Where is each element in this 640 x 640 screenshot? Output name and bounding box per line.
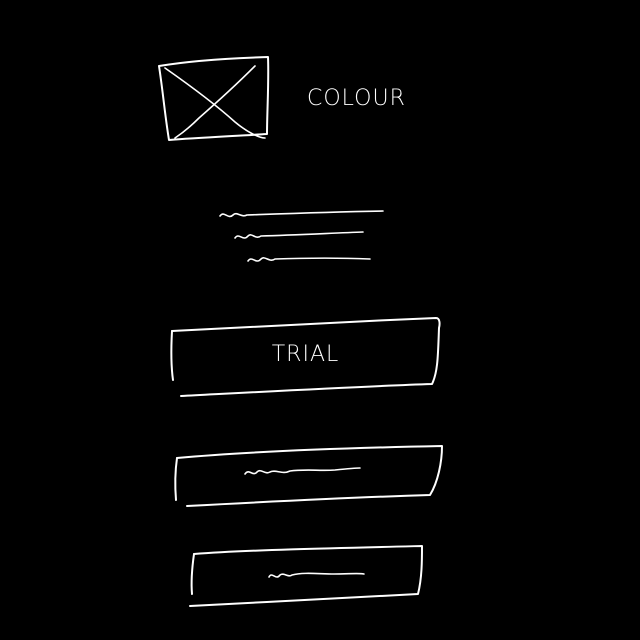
tertiary-button[interactable] — [186, 542, 426, 612]
tertiary-button-placeholder-text — [268, 572, 365, 578]
secondary-button-border — [174, 445, 443, 507]
description-text-block — [215, 205, 390, 270]
description-line-1 — [219, 210, 384, 218]
image-placeholder-icon — [158, 56, 270, 141]
trial-button[interactable]: TRIAL — [168, 314, 443, 400]
image-placeholder — [155, 52, 275, 144]
description-line-3 — [247, 257, 371, 262]
trial-button-label: TRIAL — [271, 341, 340, 367]
secondary-button-placeholder-text — [244, 467, 361, 475]
colour-label: COLOUR — [307, 86, 406, 111]
description-line-2 — [234, 231, 364, 239]
secondary-button[interactable] — [172, 442, 447, 512]
trial-button-border — [170, 317, 441, 397]
tertiary-button-border — [189, 545, 423, 607]
